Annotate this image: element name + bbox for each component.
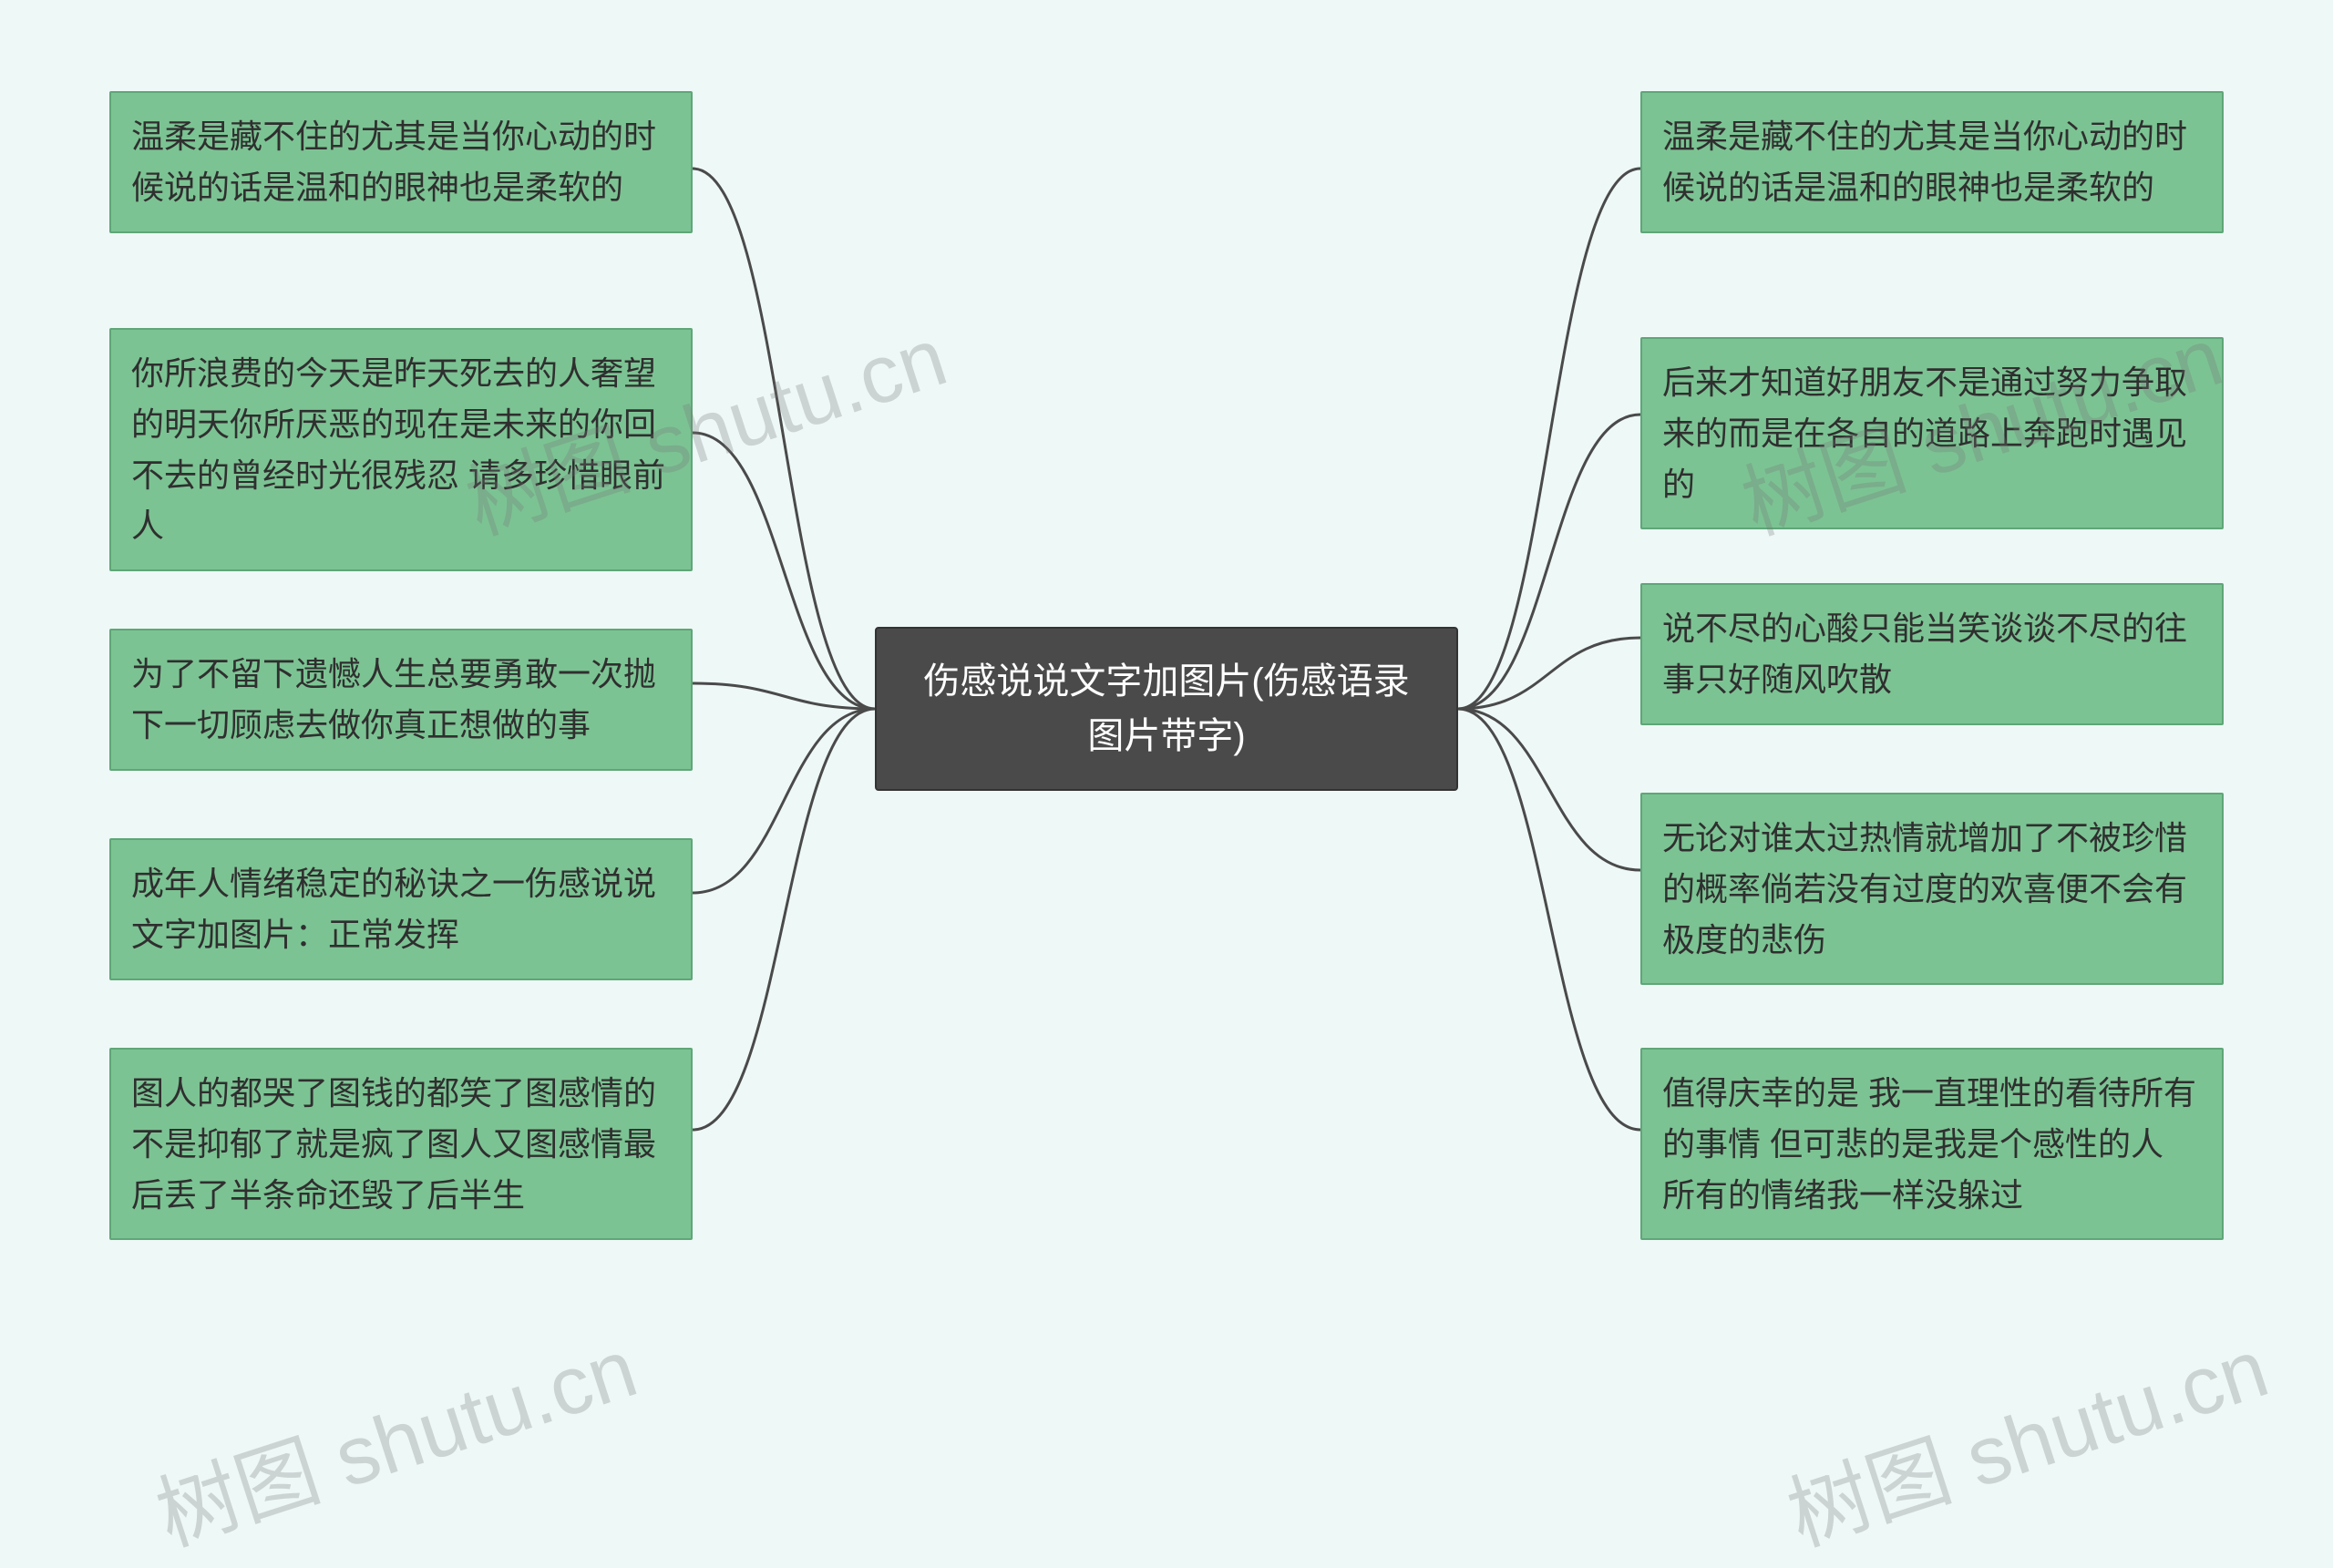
left-leaf-2: 为了不留下遗憾人生总要勇敢一次抛下一切顾虑去做你真正想做的事 — [109, 629, 693, 771]
right-leaf-3: 无论对谁太过热情就增加了不被珍惜的概率倘若没有过度的欢喜便不会有极度的悲伤 — [1640, 793, 2224, 985]
left-leaf-4-text: 图人的都哭了图钱的都笑了图感情的不是抑郁了就是疯了图人又图感情最后丢了半条命还毁… — [131, 1074, 656, 1214]
left-leaf-1-text: 你所浪费的今天是昨天死去的人奢望的明天你所厌恶的现在是未来的你回不去的曾经时光很… — [131, 354, 665, 544]
left-leaf-1: 你所浪费的今天是昨天死去的人奢望的明天你所厌恶的现在是未来的你回不去的曾经时光很… — [109, 328, 693, 571]
right-leaf-1-text: 后来才知道好朋友不是通过努力争取来的而是在各自的道路上奔跑时遇见的 — [1662, 364, 2187, 503]
left-leaf-4: 图人的都哭了图钱的都笑了图感情的不是抑郁了就是疯了图人又图感情最后丢了半条命还毁… — [109, 1048, 693, 1240]
mindmap-canvas: 伤感说说文字加图片(伤感语录图片带字) 温柔是藏不住的尤其是当你心动的时候说的话… — [0, 0, 2333, 1450]
center-node-text: 伤感说说文字加图片(伤感语录图片带字) — [923, 661, 1409, 756]
watermark-3: 树图 shutu.cn — [1771, 1302, 2280, 1568]
left-leaf-3: 成年人情绪稳定的秘诀之一伤感说说文字加图片：正常发挥 — [109, 838, 693, 980]
left-leaf-3-text: 成年人情绪稳定的秘诀之一伤感说说文字加图片：正常发挥 — [131, 865, 656, 953]
right-leaf-0: 温柔是藏不住的尤其是当你心动的时候说的话是温和的眼神也是柔软的 — [1640, 91, 2224, 233]
right-leaf-4-text: 值得庆幸的是 我一直理性的看待所有的事情 但可悲的是我是个感性的人 所有的情绪我… — [1662, 1074, 2196, 1214]
right-leaf-1: 后来才知道好朋友不是通过努力争取来的而是在各自的道路上奔跑时遇见的 — [1640, 337, 2224, 529]
center-node: 伤感说说文字加图片(伤感语录图片带字) — [875, 627, 1458, 791]
right-leaf-2: 说不尽的心酸只能当笑谈谈不尽的往事只好随风吹散 — [1640, 583, 2224, 725]
left-leaf-2-text: 为了不留下遗憾人生总要勇敢一次抛下一切顾虑去做你真正想做的事 — [131, 655, 656, 743]
left-leaf-0-text: 温柔是藏不住的尤其是当你心动的时候说的话是温和的眼神也是柔软的 — [131, 118, 656, 206]
right-leaf-2-text: 说不尽的心酸只能当笑谈谈不尽的往事只好随风吹散 — [1662, 610, 2187, 698]
watermark-2: 树图 shutu.cn — [139, 1302, 649, 1568]
left-leaf-0: 温柔是藏不住的尤其是当你心动的时候说的话是温和的眼神也是柔软的 — [109, 91, 693, 233]
right-leaf-0-text: 温柔是藏不住的尤其是当你心动的时候说的话是温和的眼神也是柔软的 — [1662, 118, 2187, 206]
right-leaf-4: 值得庆幸的是 我一直理性的看待所有的事情 但可悲的是我是个感性的人 所有的情绪我… — [1640, 1048, 2224, 1240]
right-leaf-3-text: 无论对谁太过热情就增加了不被珍惜的概率倘若没有过度的欢喜便不会有极度的悲伤 — [1662, 819, 2187, 958]
